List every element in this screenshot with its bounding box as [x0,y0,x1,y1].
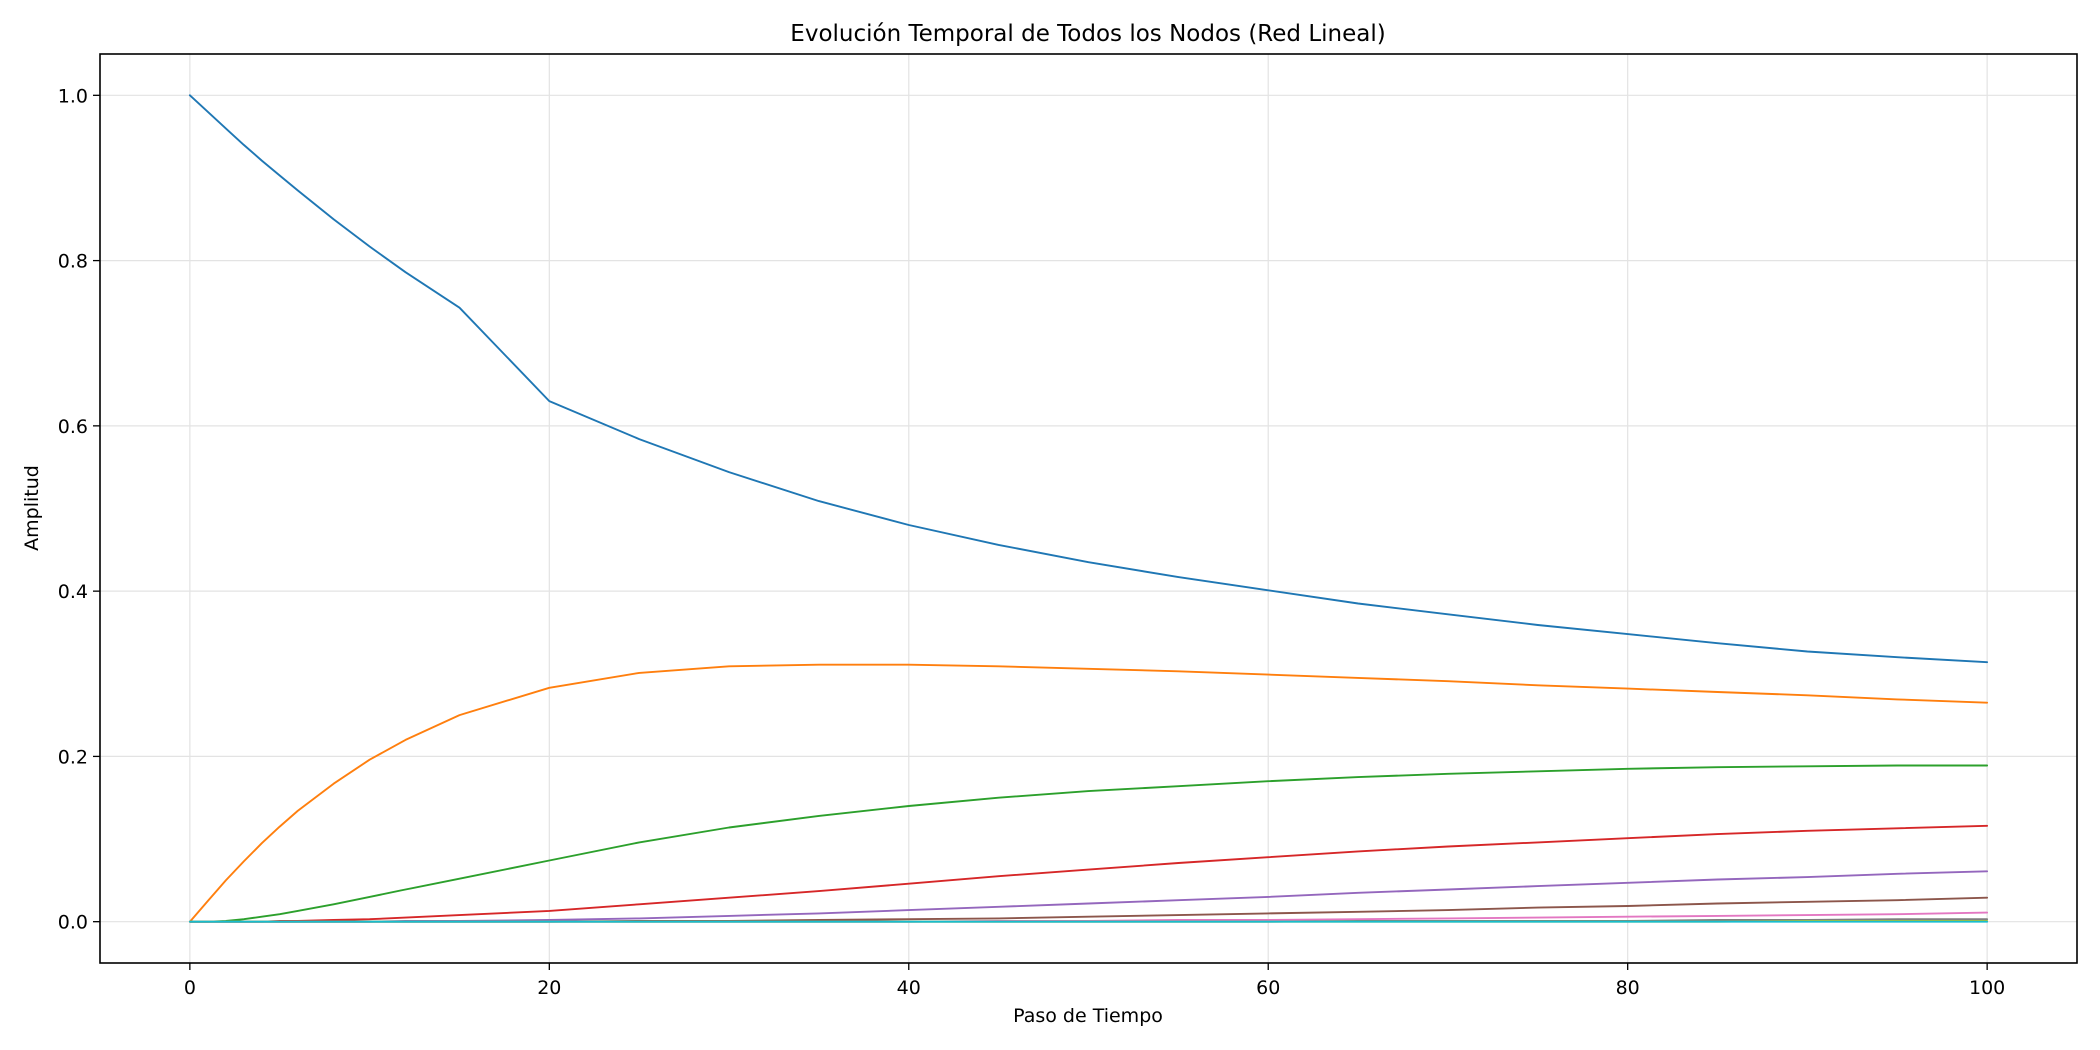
x-tick-label: 20 [537,977,561,999]
series-layer [188,94,1989,923]
y-tick-label: 1.0 [58,85,88,107]
y-tick-label: 0.4 [58,581,88,603]
y-tick-label: 0.8 [58,251,88,273]
x-tick-label: 0 [184,977,196,999]
y-axis-label: Amplitud [21,465,43,551]
series-line-2 [188,663,1989,923]
tick-layer: 0 20 40 60 80 100 0.0 0.2 0.4 0.6 0.8 1.0 [58,85,2005,999]
x-tick-label: 100 [1969,977,2005,999]
series-line-3 [188,764,1989,923]
plot-frame [99,53,2078,964]
y-tick-label: 0.2 [58,746,88,768]
y-tick-label: 0.6 [58,416,88,438]
x-tick-label: 40 [897,977,921,999]
chart-title: Evolución Temporal de Todos los Nodos (R… [790,21,1385,47]
x-tick-label: 80 [1616,977,1640,999]
y-tick-label: 0.0 [58,912,88,934]
series-line-1 [188,94,1989,664]
x-tick-label: 60 [1256,977,1280,999]
x-axis-label: Paso de Tiempo [1013,1005,1163,1027]
